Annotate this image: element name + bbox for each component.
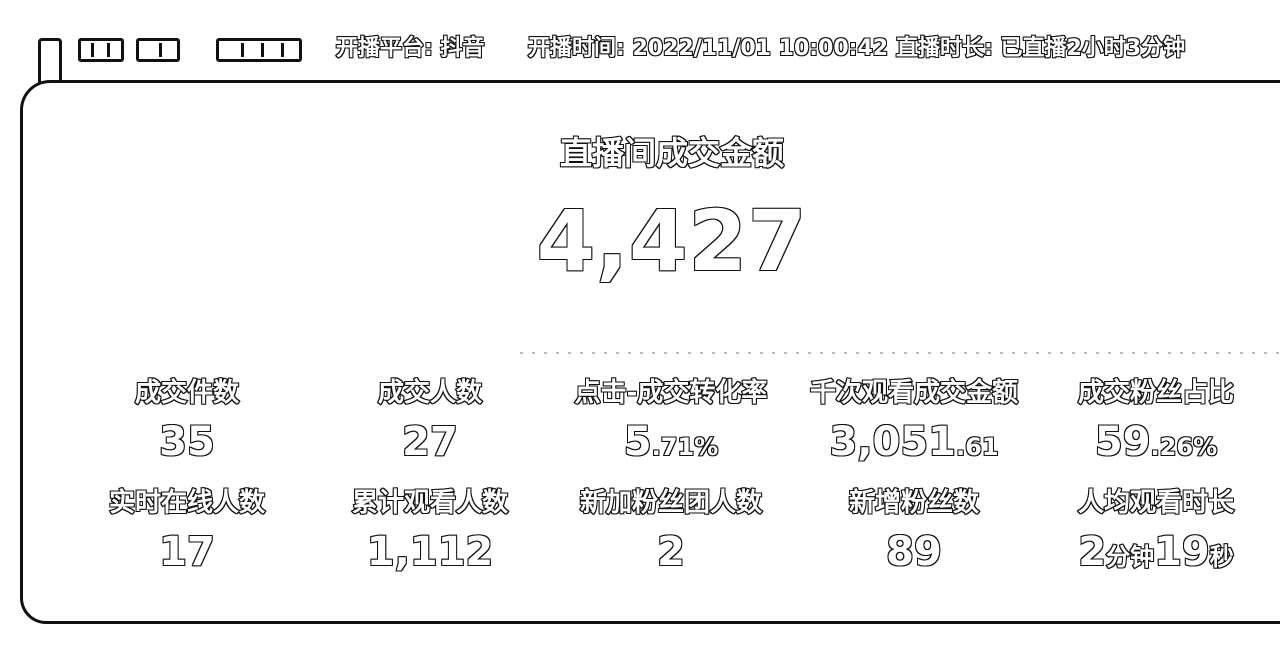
metric-label: 成交人数 xyxy=(377,377,483,409)
start-time-info: 开播时间: 2022/11/01 10:00:42 xyxy=(527,35,889,62)
window-control-2[interactable] xyxy=(136,38,180,62)
metric-value: 2 xyxy=(656,528,686,576)
metric-value: 35 xyxy=(158,418,216,466)
dotted-divider xyxy=(520,352,1280,354)
metric-fan-ratio: 成交粉丝占比 59.26% xyxy=(1026,372,1280,470)
metric-value: 2分钟19秒 xyxy=(1077,528,1235,576)
gmv-title: 直播间成交金额 xyxy=(559,133,785,173)
metric-label: 新增粉丝数 xyxy=(848,487,980,519)
metric-value: 59.26% xyxy=(1094,418,1218,466)
metric-gpm: 千次观看成交金额 3,051.61 xyxy=(784,372,1044,470)
top-bar: 开播平台: 抖音 开播时间: 2022/11/01 10:00:42 直播时长:… xyxy=(0,0,1280,84)
tab-handle[interactable] xyxy=(38,38,62,84)
metric-value: 17 xyxy=(158,528,216,576)
metric-label: 成交粉丝占比 xyxy=(1077,377,1235,409)
live-duration-info: 直播时长: 已直播2小时3分钟 xyxy=(895,35,1186,62)
metric-label: 新加粉丝团人数 xyxy=(579,487,763,519)
metric-value: 1,112 xyxy=(366,528,495,576)
metric-new-fan-club: 新加粉丝团人数 2 xyxy=(541,482,801,576)
window-control-1[interactable] xyxy=(78,38,124,62)
metric-label: 人均观看时长 xyxy=(1077,487,1235,519)
metric-buyer-count: 成交人数 27 xyxy=(300,372,560,466)
gmv-value: 4,427 xyxy=(536,191,808,291)
window-control-3[interactable] xyxy=(216,38,302,62)
metric-label: 实时在线人数 xyxy=(108,487,266,519)
platform-info: 开播平台: 抖音 xyxy=(335,35,485,62)
metric-order-count: 成交件数 35 xyxy=(57,372,317,466)
metric-value: 89 xyxy=(885,528,943,576)
metric-value: 27 xyxy=(401,418,459,466)
metric-value: 3,051.61 xyxy=(828,418,999,466)
metric-click-conversion: 点击-成交转化率 5.71% xyxy=(541,372,801,470)
metric-label: 点击-成交转化率 xyxy=(574,377,769,409)
metric-avg-watch-time: 人均观看时长 2分钟19秒 xyxy=(1026,482,1280,580)
metric-total-viewers: 累计观看人数 1,112 xyxy=(300,482,560,576)
metric-label: 累计观看人数 xyxy=(351,487,509,519)
metric-new-followers: 新增粉丝数 89 xyxy=(784,482,1044,576)
metric-online-now: 实时在线人数 17 xyxy=(57,482,317,576)
metric-label: 成交件数 xyxy=(134,377,240,409)
metric-value: 5.71% xyxy=(623,418,719,466)
metric-label: 千次观看成交金额 xyxy=(809,377,1019,409)
